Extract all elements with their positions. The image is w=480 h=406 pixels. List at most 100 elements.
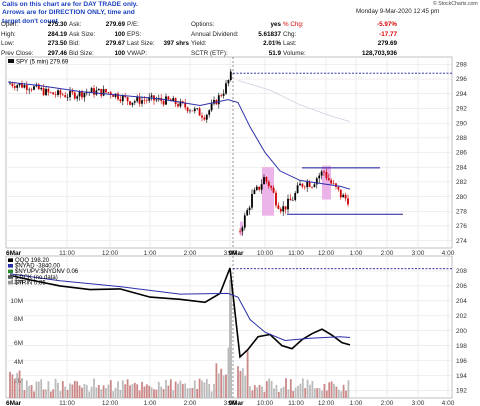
candle-body bbox=[198, 108, 201, 116]
candle-body bbox=[189, 110, 191, 112]
volume-bar bbox=[40, 379, 43, 398]
candle-body bbox=[263, 177, 265, 185]
candle-body bbox=[277, 205, 280, 209]
candle-body bbox=[311, 186, 313, 188]
candle-body bbox=[124, 95, 127, 98]
note-line-1: Calls on this chart are for DAY TRADE on… bbox=[2, 1, 138, 8]
candle-body bbox=[213, 99, 215, 104]
candle-body bbox=[97, 88, 100, 91]
candle-body bbox=[47, 88, 50, 93]
candle-body bbox=[258, 186, 261, 190]
volume-bar bbox=[95, 387, 98, 398]
quote-label: Ask: bbox=[69, 21, 82, 29]
quote-value: 279.69 bbox=[105, 21, 125, 29]
candle-body bbox=[61, 94, 64, 96]
candle-body bbox=[227, 80, 230, 84]
qqq-axis-tick: 204 bbox=[456, 298, 467, 305]
candle-body bbox=[73, 92, 76, 99]
volume-bar bbox=[105, 388, 107, 398]
candle-body bbox=[131, 102, 134, 105]
candle-body bbox=[320, 171, 323, 176]
volume-bar bbox=[49, 391, 52, 398]
volume-bar bbox=[83, 383, 86, 398]
candle-body bbox=[69, 91, 71, 98]
volume-axis-tick: 12M bbox=[10, 279, 23, 286]
legend-swatch bbox=[8, 264, 13, 268]
candle-body bbox=[155, 99, 158, 101]
volume-bar bbox=[330, 381, 333, 398]
qqq-axis-tick: 196 bbox=[456, 358, 467, 365]
candle-body bbox=[121, 95, 124, 102]
candle-body bbox=[191, 110, 194, 112]
legend-swatch bbox=[8, 275, 13, 279]
candle-body bbox=[222, 93, 225, 96]
candle-body bbox=[13, 86, 16, 88]
candle-body bbox=[299, 183, 301, 186]
quote-value: yes bbox=[270, 21, 281, 29]
candle-body bbox=[71, 91, 74, 93]
volume-bar bbox=[78, 385, 81, 398]
volume-bar bbox=[253, 385, 256, 398]
time-axis-tick: 2:00 bbox=[381, 250, 394, 257]
volume-bar bbox=[181, 383, 184, 398]
candle-body bbox=[313, 184, 316, 188]
time-axis-tick: 1:00 bbox=[350, 400, 363, 406]
volume-bar bbox=[112, 391, 115, 398]
volume-axis-tick: 10M bbox=[10, 298, 23, 305]
candle-body bbox=[342, 194, 345, 198]
candle-body bbox=[289, 198, 292, 201]
candle-body bbox=[28, 89, 31, 91]
candle-body bbox=[284, 206, 287, 210]
moving-average-line bbox=[7, 81, 351, 190]
time-axis-tick: 10:00 bbox=[257, 400, 274, 406]
candle-body bbox=[129, 101, 131, 105]
candle-body bbox=[76, 96, 79, 99]
volume-bar bbox=[124, 384, 127, 398]
quote-label: Bid Size: bbox=[69, 50, 94, 58]
volume-bar bbox=[81, 387, 83, 398]
quote-label: % Chg: bbox=[283, 21, 304, 29]
candle-body bbox=[253, 189, 256, 194]
candle-body bbox=[90, 88, 93, 92]
volume-bar bbox=[69, 383, 71, 398]
candle-body bbox=[23, 85, 26, 88]
time-axis-tick: 10:00 bbox=[257, 250, 274, 257]
time-axis-tick: 11:00 bbox=[59, 400, 75, 406]
volume-bar bbox=[136, 384, 139, 398]
volume-bar bbox=[148, 385, 151, 398]
quote-label: Low: bbox=[1, 40, 15, 48]
candle-body bbox=[294, 193, 297, 201]
volume-bar bbox=[25, 380, 28, 398]
time-axis-tick: 11:00 bbox=[59, 250, 75, 257]
quote-label: Prev Close: bbox=[1, 50, 34, 58]
candle-body bbox=[138, 96, 141, 104]
quote-value: 273.50 bbox=[47, 40, 67, 48]
time-axis-tick: 6Mar bbox=[6, 400, 22, 406]
price-axis-tick: 288 bbox=[456, 135, 467, 142]
volume-bar bbox=[246, 350, 249, 398]
candle-body bbox=[332, 183, 335, 184]
volume-bar bbox=[249, 386, 251, 398]
candle-body bbox=[177, 104, 179, 107]
time-axis-tick: 9Mar bbox=[228, 250, 244, 257]
volume-bar bbox=[301, 378, 304, 398]
timestamp: Monday 9-Mar-2020 12:45 pm bbox=[356, 8, 440, 15]
candle-body bbox=[30, 89, 33, 91]
volume-bar bbox=[213, 383, 215, 398]
volume-bar bbox=[71, 384, 74, 398]
price-axis-tick: 298 bbox=[456, 62, 467, 69]
candle-body bbox=[282, 206, 285, 212]
volume-bar bbox=[220, 368, 223, 398]
quote-value: -5.97% bbox=[377, 21, 397, 29]
volume-bar bbox=[277, 391, 280, 398]
day-trade-note: Calls on this chart are for DAY TRADE on… bbox=[0, 0, 140, 25]
candle-body bbox=[275, 192, 277, 206]
volume-bar bbox=[306, 379, 309, 398]
legend-item: $TICK (no data) bbox=[15, 275, 58, 281]
time-axis-tick: 1:00 bbox=[144, 250, 157, 257]
legend-swatch bbox=[8, 280, 13, 285]
candle-body bbox=[102, 89, 105, 96]
volume-bar bbox=[174, 381, 177, 398]
candle-body bbox=[25, 85, 28, 90]
volume-bar bbox=[177, 383, 179, 398]
